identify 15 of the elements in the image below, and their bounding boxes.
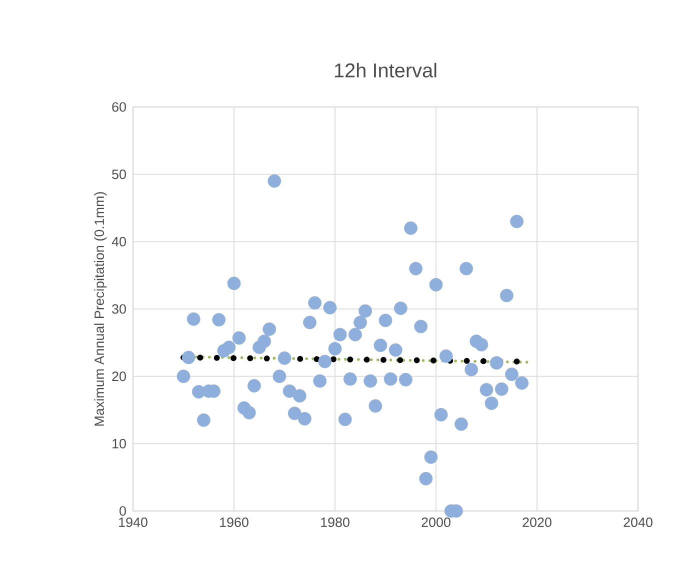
y-tick-label: 50 xyxy=(112,170,126,180)
y-tick-label: 0 xyxy=(120,506,126,516)
chart-title: 12h Interval xyxy=(334,62,436,78)
x-tick-label: 2020 xyxy=(522,518,552,528)
x-tick-label: 1960 xyxy=(220,518,248,528)
y-axis-title: Maximum Annual Precipitation (0.1mm) xyxy=(94,192,107,426)
x-tick-label: 2000 xyxy=(422,518,450,528)
x-tick-label: 2040 xyxy=(624,518,652,528)
y-tick-label: 40 xyxy=(112,236,126,246)
x-tick-label: 1940 xyxy=(119,518,148,528)
y-tick-label: 30 xyxy=(112,304,126,314)
y-tick-label: 20 xyxy=(112,372,126,382)
y-tick-label: 10 xyxy=(112,438,126,448)
y-tick-label: 60 xyxy=(112,102,126,112)
x-tick-label: 1980 xyxy=(321,518,350,528)
